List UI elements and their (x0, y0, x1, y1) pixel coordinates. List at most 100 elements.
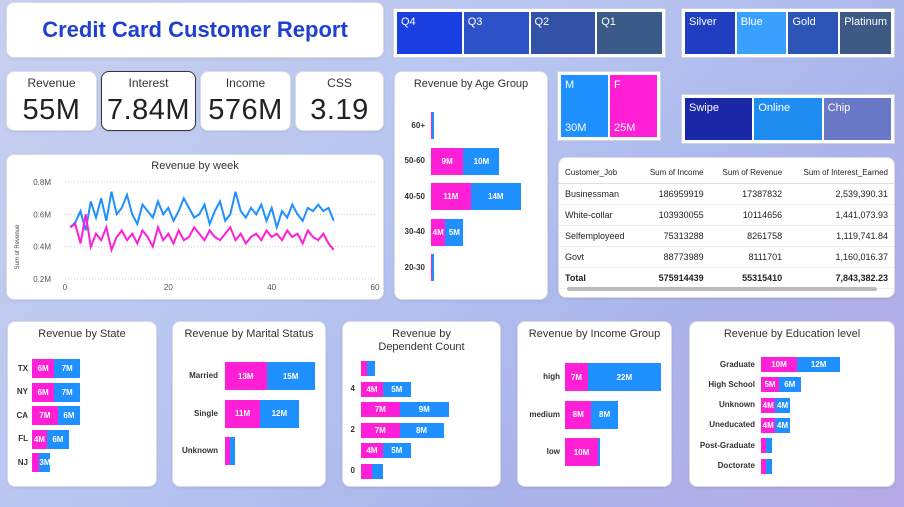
slicer-silver[interactable]: Silver (685, 12, 735, 54)
bar-row: 7M 9M (361, 402, 561, 417)
slicer-male[interactable]: M 30M (561, 75, 608, 137)
slicer-q2[interactable]: Q2 (530, 12, 596, 54)
male-bar[interactable]: 14M (470, 183, 521, 210)
female-bar[interactable] (225, 437, 230, 465)
female-bar[interactable] (361, 361, 367, 376)
series-line-f[interactable] (69, 214, 335, 254)
table-header[interactable]: Sum of Revenue (709, 162, 789, 184)
male-bar[interactable]: 4M (775, 397, 790, 413)
category-label: Post-Graduate (699, 440, 755, 450)
male-bar[interactable]: 3M (39, 453, 51, 472)
male-bar[interactable] (766, 438, 772, 454)
category-label: Graduate (719, 359, 755, 369)
female-bar[interactable]: 13M (225, 362, 267, 390)
table-row: Govt 88773989 8111701 1,160,016.37 (559, 246, 894, 268)
male-bar[interactable] (372, 463, 383, 479)
male-bar[interactable]: 8M (591, 400, 618, 429)
female-bar[interactable]: 11M (225, 399, 261, 428)
female-bar[interactable]: 10M (565, 438, 598, 466)
series-line-m[interactable] (69, 191, 335, 231)
female-bar[interactable] (32, 453, 40, 472)
male-bar[interactable] (766, 458, 772, 474)
slicer-chip[interactable]: Chip (823, 98, 891, 140)
male-bar[interactable]: 8M (399, 422, 444, 438)
male-bar[interactable]: 7M (54, 359, 81, 378)
female-bar[interactable]: 4M (361, 381, 383, 397)
bar-row: 9M 10M (431, 147, 631, 175)
female-bar[interactable]: 4M (431, 218, 446, 246)
male-bar[interactable]: 6M (779, 377, 801, 393)
slicer-swipe[interactable]: Swipe (685, 98, 753, 140)
female-bar[interactable]: 7M (565, 363, 589, 391)
male-bar[interactable] (598, 438, 600, 466)
table-header[interactable]: Customer_Job (559, 162, 638, 184)
male-bar[interactable]: 6M (46, 429, 69, 449)
male-bar[interactable]: 7M (54, 382, 81, 402)
male-bar[interactable] (432, 254, 434, 281)
male-bar[interactable]: 5M (445, 218, 464, 246)
male-bar[interactable]: 6M (57, 406, 81, 425)
female-bar[interactable]: 4M (761, 397, 776, 413)
table-cell: 10114656 (709, 204, 789, 226)
male-bar[interactable]: 22M (588, 363, 661, 391)
table-header[interactable]: Sum of Interest_Earned (788, 162, 894, 184)
category-label: medium (529, 409, 560, 419)
slicer-platinum[interactable]: Platinum (840, 12, 891, 54)
female-bar[interactable]: 9M (431, 147, 464, 175)
female-bar[interactable] (761, 438, 767, 454)
category-label: high (543, 372, 560, 381)
slicer-q4[interactable]: Q4 (397, 12, 462, 54)
male-bar[interactable]: 12M (260, 399, 299, 428)
bar-row: 5M 6M (761, 377, 904, 393)
bar-row: 7M 8M (361, 422, 561, 438)
kpi-label: Income (225, 76, 266, 90)
slicer-female[interactable]: F 25M (610, 75, 657, 137)
female-bar[interactable] (761, 458, 767, 474)
table-cell: 55315410 (709, 266, 789, 289)
female-bar[interactable]: 10M (761, 357, 797, 372)
male-bar[interactable]: 4M (775, 417, 790, 433)
chart-title: Revenue by week (151, 160, 239, 172)
female-bar[interactable]: 4M (32, 429, 47, 449)
gender-label: M (565, 79, 575, 91)
female-bar[interactable]: 8M (565, 400, 592, 429)
male-bar[interactable]: 5M (383, 443, 411, 458)
male-bar[interactable]: 10M (463, 147, 500, 175)
female-bar[interactable]: 6M (32, 382, 55, 402)
x-tick-label: 60 (371, 283, 380, 292)
bar-row: 4M 5M (361, 381, 561, 397)
female-bar[interactable]: 4M (361, 443, 383, 458)
male-bar[interactable] (432, 112, 435, 139)
male-bar[interactable] (366, 361, 375, 376)
female-bar[interactable]: 4M (761, 417, 776, 433)
female-bar[interactable]: 11M (431, 183, 471, 210)
bar-row: 4M 5M (431, 218, 631, 246)
male-bar[interactable]: 12M (797, 357, 841, 372)
slicer-blue[interactable]: Blue (736, 12, 787, 54)
category-label: NJ (17, 457, 28, 467)
male-bar[interactable]: 5M (383, 381, 411, 397)
male-bar[interactable] (229, 437, 235, 465)
female-bar[interactable]: 7M (361, 422, 400, 438)
female-bar[interactable]: 6M (32, 359, 55, 378)
female-bar[interactable]: 7M (32, 406, 58, 425)
table-cell: 103930055 (637, 204, 710, 226)
male-bar[interactable]: 9M (399, 402, 449, 417)
week-chart-card: Revenue by week Sum of Revenue 0.8M 0.6M 0… (6, 154, 384, 300)
y-axis-label: Sum of Revenue (15, 224, 21, 269)
female-bar[interactable] (361, 463, 372, 479)
slicer-q3[interactable]: Q3 (463, 12, 529, 54)
week-line-chart: Sum of Revenue 0.8M 0.6M 0.4M 0.2M 0 20 40 60 (15, 178, 380, 292)
slicer-q1[interactable]: Q1 (597, 12, 662, 54)
horizontal-scrollbar[interactable] (567, 287, 877, 291)
slicer-online[interactable]: Online (754, 98, 822, 140)
female-bar[interactable]: 5M (761, 377, 779, 393)
table-cell: Businessman (559, 183, 638, 205)
table-header[interactable]: Sum of Income (637, 162, 710, 184)
female-bar[interactable] (431, 254, 433, 281)
female-bar[interactable] (431, 112, 433, 139)
male-bar[interactable]: 15M (266, 362, 315, 390)
card-category-slicer: Silver Blue Gold Platinum (681, 8, 895, 58)
slicer-gold[interactable]: Gold (788, 12, 839, 54)
female-bar[interactable]: 7M (361, 402, 400, 417)
